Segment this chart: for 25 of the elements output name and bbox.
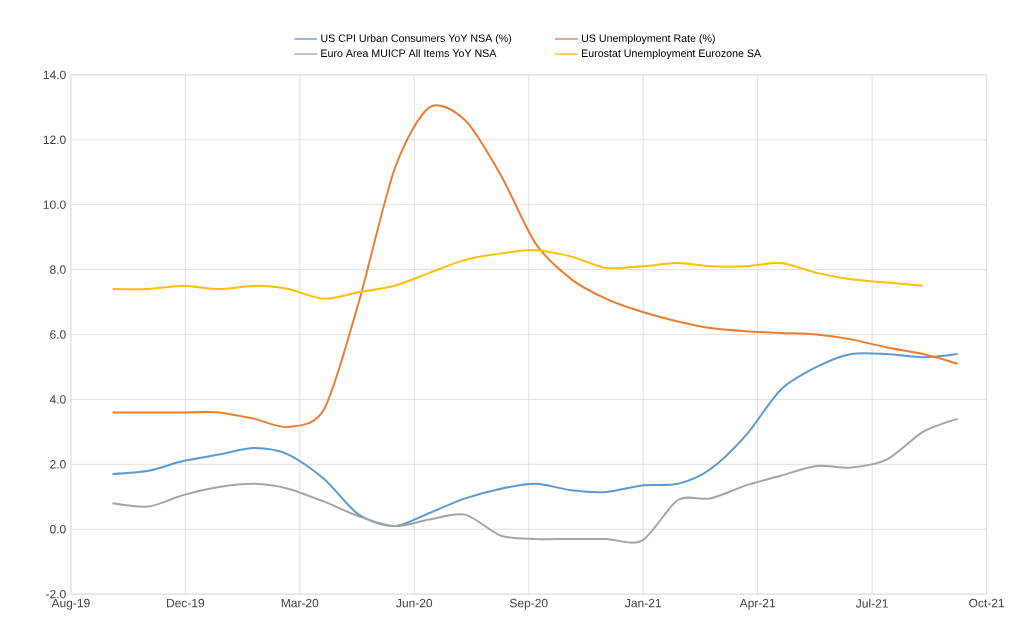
x-tick-label: Aug-19	[51, 598, 90, 610]
line-series	[111, 352, 959, 527]
line-series	[111, 105, 959, 428]
y-tick-label: 12.0	[43, 135, 66, 144]
x-tick-label: Oct-21	[969, 598, 1004, 608]
y-tick-label: -2.0	[46, 589, 66, 599]
legend-label: Eurostat Unemployment Eurozone SA	[582, 49, 762, 60]
x-tick-label: Dec-19	[167, 598, 205, 608]
y-tick-label: 8.0	[50, 265, 66, 274]
legend-label: US CPI Urban Consumers YoY NSA (%)	[321, 34, 512, 45]
y-tick-label: 10.0	[43, 200, 66, 209]
x-tick-label: Apr-21	[739, 598, 776, 610]
legend-label: Euro Area MUICP All Items YoY NSA	[321, 49, 497, 57]
x-tick-label: Jul-21	[856, 598, 888, 608]
line-series	[111, 249, 924, 300]
x-tick-label: Sep-20	[509, 598, 548, 610]
y-tick-label: 2.0	[50, 460, 66, 469]
x-tick-label: Mar-20	[281, 598, 319, 608]
legend-label: US Unemployment Rate (%)	[581, 34, 715, 45]
y-tick-label: 6.0	[50, 330, 66, 339]
y-tick-label: 4.0	[49, 395, 66, 404]
y-tick-label: 0.0	[50, 524, 66, 534]
x-tick-label: Jan-21	[625, 598, 661, 608]
y-tick-label: 14.0	[43, 70, 66, 80]
x-tick-label: Jun-20	[396, 598, 433, 608]
